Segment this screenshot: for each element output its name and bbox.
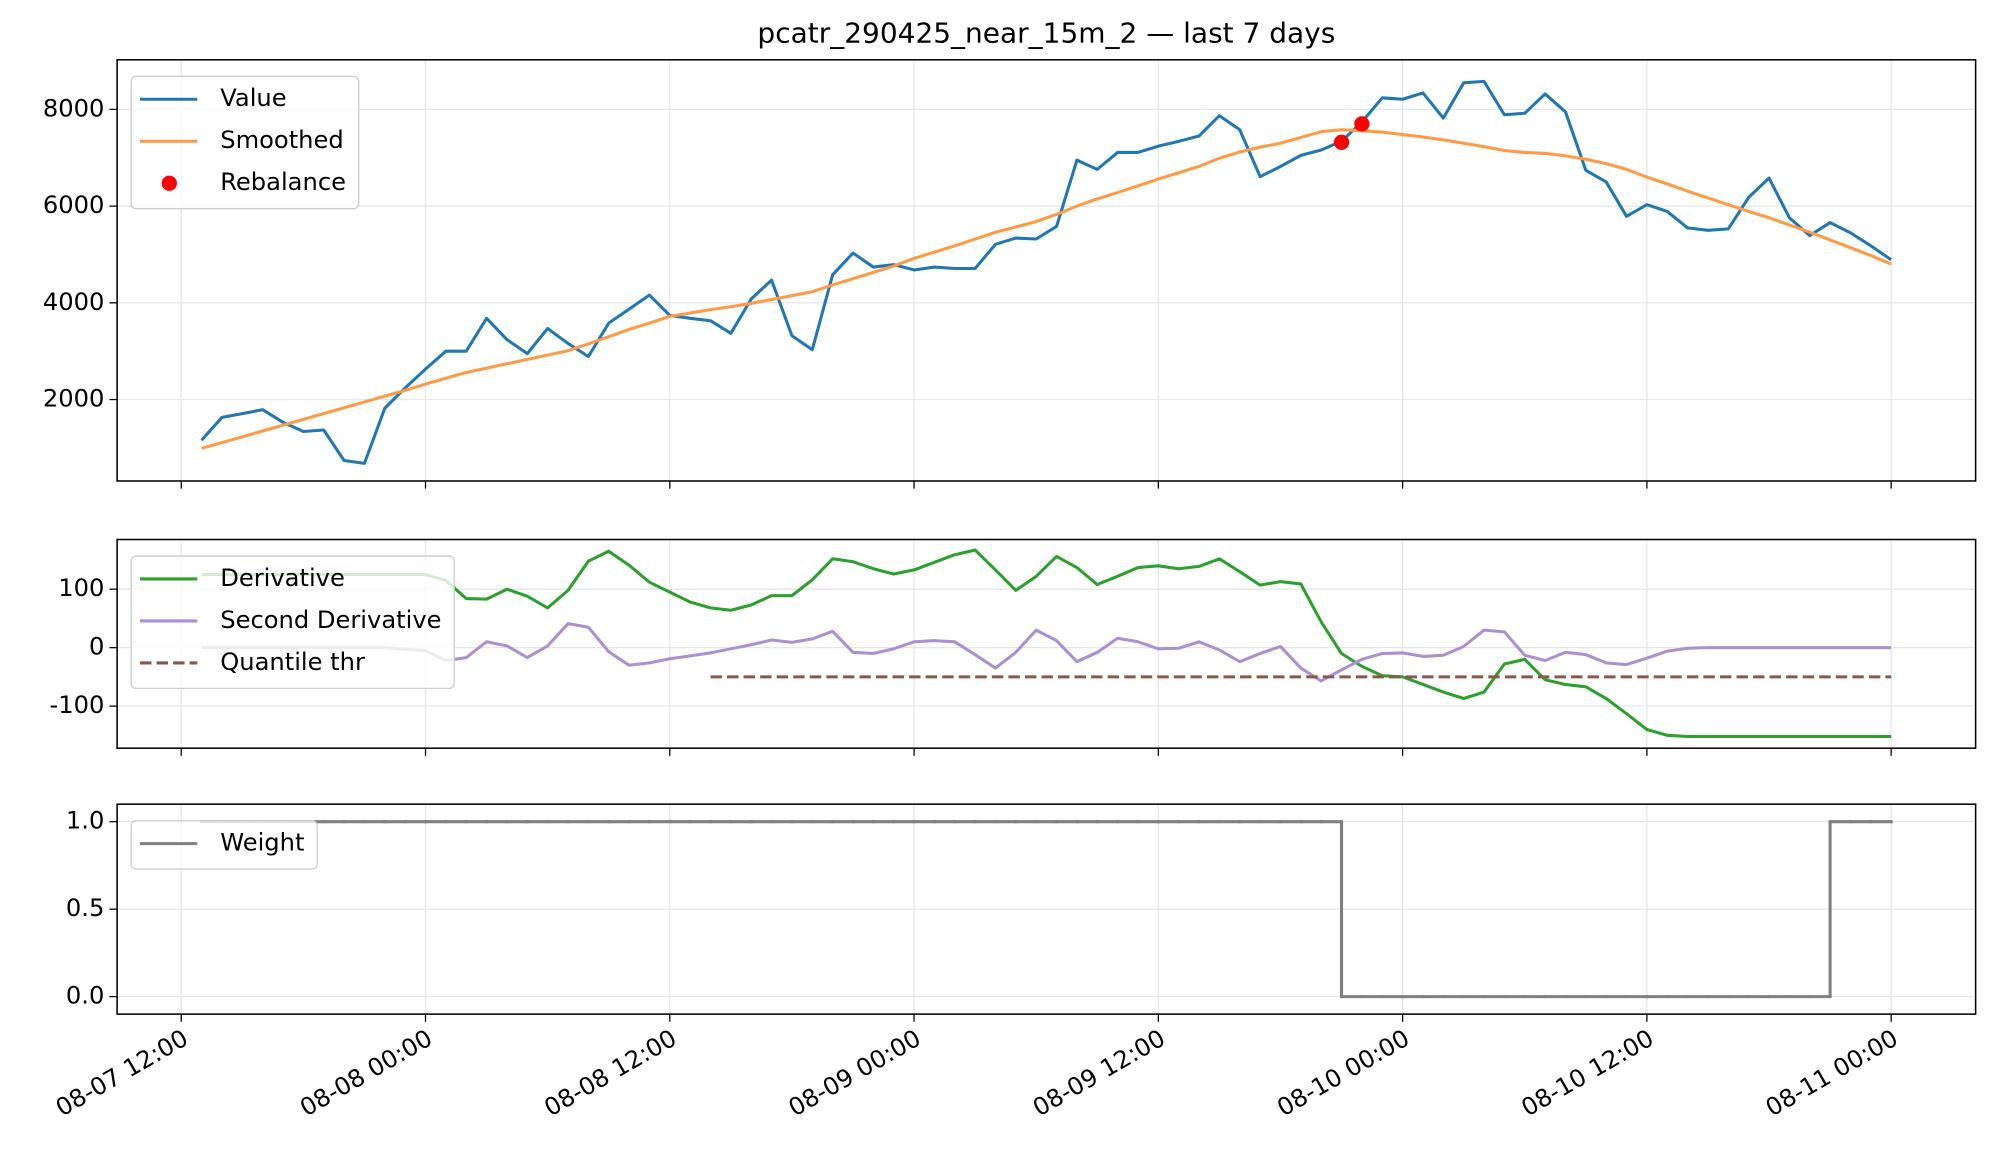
series-line xyxy=(201,128,1892,450)
y-tick-label: -100 xyxy=(50,691,105,719)
legend-box xyxy=(130,820,318,870)
step-line xyxy=(200,820,1893,999)
scatter-point xyxy=(1333,134,1350,150)
legend: Value Smoothed Rebalance xyxy=(130,75,360,210)
legend-label: Weight xyxy=(220,829,304,857)
y-tick-label: 0 xyxy=(89,633,104,661)
y-tick-label: 4000 xyxy=(43,288,105,316)
y-tick-label: 100 xyxy=(58,574,104,602)
y-tick-label: 6000 xyxy=(43,191,105,219)
legend: Weight xyxy=(130,820,318,870)
y-tick-label: 0.0 xyxy=(66,982,104,1010)
legend-marker xyxy=(161,175,177,191)
y-tick-label: 8000 xyxy=(43,94,105,122)
legend-box xyxy=(130,75,360,210)
axes-frame xyxy=(116,59,1977,482)
y-tick-label: 0.5 xyxy=(66,894,104,922)
scatter-point xyxy=(1354,116,1370,132)
y-tick-label: 1.0 xyxy=(66,807,104,835)
legend-label: Smoothed xyxy=(220,126,344,154)
legend-label: Value xyxy=(220,84,286,112)
series-line xyxy=(200,79,1893,465)
legend-label: Rebalance xyxy=(220,168,346,196)
legend-box xyxy=(130,555,455,690)
legend-label: Quantile thr xyxy=(220,648,365,676)
chart-title: pcatr_290425_near_15m_2 — last 7 days xyxy=(757,16,1335,49)
legend-label: Second Derivative xyxy=(220,606,441,634)
axes-frame xyxy=(116,803,1977,1015)
series-line xyxy=(201,548,1892,739)
legend-label: Derivative xyxy=(220,564,345,592)
series-line xyxy=(201,622,1892,683)
axes-frame xyxy=(116,538,1977,749)
legend: Derivative Second Derivative Quantile thr xyxy=(130,555,455,690)
y-tick-label: 2000 xyxy=(43,385,105,413)
